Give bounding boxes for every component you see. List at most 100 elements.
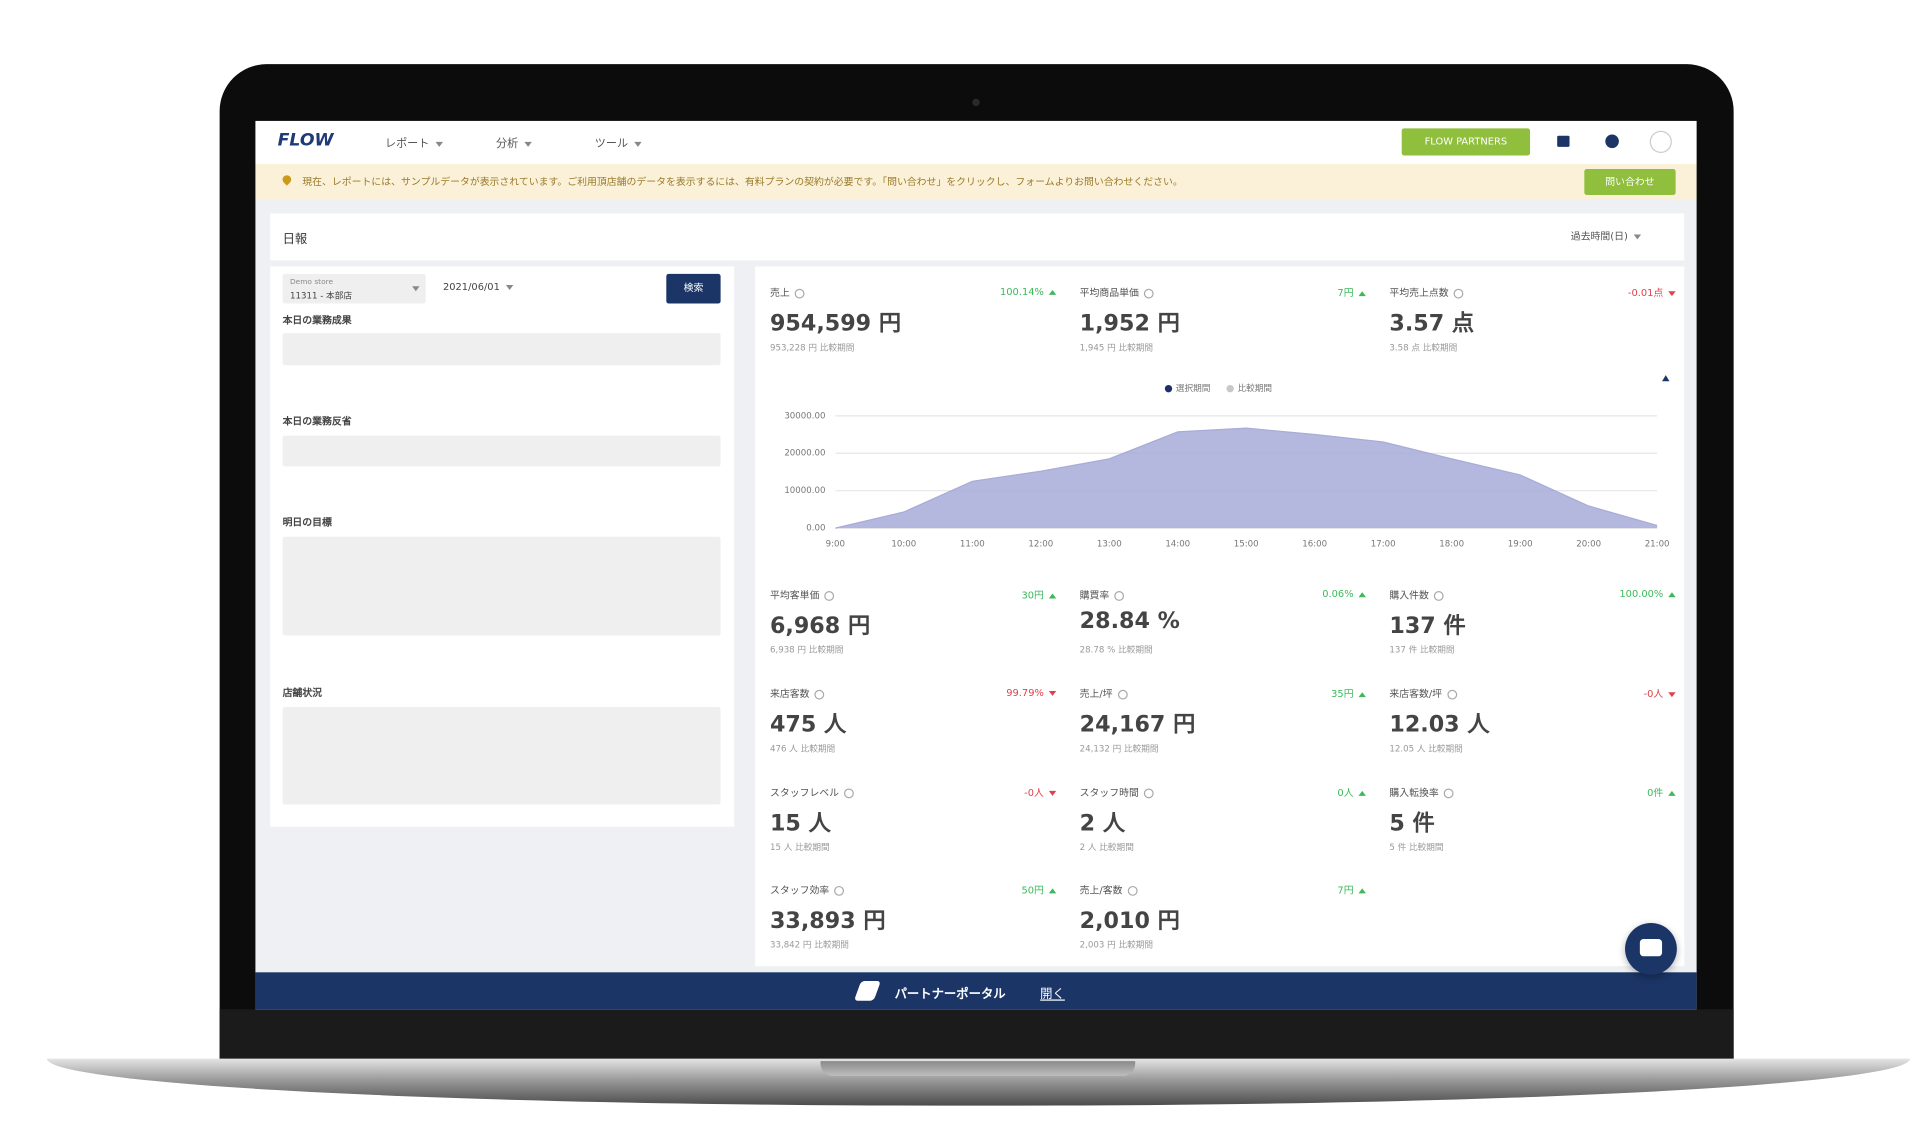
menu-item[interactable]: 分析: [496, 134, 532, 151]
page-title: 日報: [282, 233, 308, 247]
info-icon: [1143, 288, 1154, 298]
partners-button[interactable]: FLOW PARTNERS: [1401, 128, 1531, 156]
kpi-change: -0.01点: [1628, 286, 1676, 300]
x-tick-label: 20:00: [1576, 540, 1601, 550]
kpi-label: 平均売上点数: [1389, 287, 1449, 299]
kpi-value: 28.84 %: [1079, 608, 1180, 635]
menu-item[interactable]: ツール: [594, 134, 642, 151]
store-select[interactable]: Demo store 11311 - 本部店: [282, 273, 426, 304]
kpi-value: 6,968 円: [769, 613, 871, 640]
info-icon: [1453, 288, 1464, 298]
portal-logo: [853, 980, 881, 1001]
kpi-label-row: 売上: [770, 286, 805, 300]
kpi-compare: 2 人 比較期間: [1079, 842, 1134, 853]
screen: FLOW レポート 分析 ツール FLOW PARTNERS 現在、レポートには…: [255, 120, 1697, 1010]
kpi-compare: 3.58 点 比較期間: [1389, 343, 1458, 353]
chat-button[interactable]: [1625, 922, 1677, 975]
kpi-label-row: 購買率: [1079, 589, 1125, 603]
contact-button[interactable]: 問い合わせ: [1584, 169, 1676, 195]
x-tick-label: 11:00: [960, 540, 985, 550]
icon-user[interactable]: [1649, 130, 1672, 154]
kpi-compare: 12.05 人 比較期間: [1389, 744, 1463, 754]
notice-text: 現在、レポートには、サンプルデータが表示されています。ご利用頂店舗のデータを表示…: [302, 176, 1183, 188]
kpi-compare: 2,003 円 比較期間: [1079, 940, 1154, 951]
kpi-change: 0人: [1337, 786, 1365, 800]
title-bar: 日報 過去時間(日): [270, 213, 1685, 261]
x-tick-label: 19:00: [1508, 540, 1533, 550]
area: [835, 428, 1658, 529]
kpi-label: 購入転換率: [1389, 787, 1439, 799]
footer-link[interactable]: 開く: [1040, 988, 1065, 1002]
kpi-label-row: 売上/坪: [1080, 687, 1128, 701]
field-label: 明日の目標: [282, 517, 332, 529]
kpi-change: -0人: [1024, 786, 1056, 800]
info-icon: [1117, 689, 1128, 700]
info-icon: [843, 787, 854, 798]
menu-item[interactable]: レポート: [385, 134, 443, 151]
textarea[interactable]: [282, 536, 721, 636]
y-tick-label: 20000.00: [784, 449, 825, 459]
kpi-compare: 953,228 円 比較期間: [769, 343, 855, 353]
icon-help[interactable]: [1605, 134, 1619, 149]
x-tick-label: 17:00: [1371, 540, 1396, 550]
store-label: Demo store: [289, 277, 334, 287]
footer-text: パートナーポータル: [894, 988, 1006, 1002]
left-panel: Demo store 11311 - 本部店 2021/06/01 検索 本日の…: [270, 266, 735, 827]
kpi-label: 売上/客数: [1079, 884, 1123, 896]
x-tick-label: 15:00: [1234, 540, 1259, 550]
info-icon: [824, 590, 835, 601]
x-tick-label: 12:00: [1028, 540, 1053, 550]
kpi-card: 購入件数 100.00% 137 件 137 件 比較期間: [1389, 589, 1675, 675]
kpi-label: 平均商品単価: [1079, 287, 1139, 299]
date-select[interactable]: 2021/06/01: [443, 281, 514, 292]
menu-text: ツール: [594, 138, 629, 151]
info-icon: [1127, 885, 1138, 896]
sales-chart: 0.00 10000.00 20000.00 30000.00 9:00 10:00 11:…: [784, 375, 1670, 550]
kpi-label-row: 平均客単価: [770, 589, 835, 603]
legend-marker: [1164, 384, 1173, 393]
icon-grid[interactable]: [1557, 135, 1570, 147]
kpi-label-row: スタッフ効率: [770, 883, 844, 897]
period-select[interactable]: 過去時間(日): [1571, 230, 1642, 244]
kpi-change: 50円: [1021, 883, 1056, 897]
text-input[interactable]: [282, 333, 721, 366]
legend-label: 選択期間: [1176, 382, 1211, 394]
kpi-card: スタッフレベル -0人 15 人 15 人 比較期間: [770, 786, 1056, 872]
kpi-value: 5 件: [1389, 810, 1435, 837]
period-text: 過去時間(日): [1570, 230, 1628, 242]
kpi-value: 2,010 円: [1079, 908, 1180, 935]
kpi-value: 3.57 点: [1389, 310, 1475, 337]
kpi-compare: 5 件 比較期間: [1389, 842, 1444, 853]
laptop-chin: [219, 1009, 1734, 1064]
kpi-compare: 6,938 円 比較期間: [769, 645, 844, 656]
text-input[interactable]: [282, 435, 721, 467]
field-label: 本日の業務反省: [282, 415, 352, 427]
search-button[interactable]: 検索: [666, 273, 721, 304]
kpi-label-row: 来店客数/坪: [1389, 687, 1457, 701]
kpi-card: スタッフ効率 50円 33,893 円 33,842 円 比較期間: [770, 883, 1056, 969]
x-tick-label: 18:00: [1439, 540, 1464, 550]
y-tick-label: 10000.00: [784, 486, 825, 496]
kpi-card: 平均客単価 30円 6,968 円 6,938 円 比較期間: [770, 589, 1056, 675]
kpi-value: 33,893 円: [769, 908, 886, 935]
kpi-label-row: 購入転換率: [1389, 786, 1454, 800]
kpi-value: 954,599 円: [769, 310, 902, 337]
kpi-value: 1,952 円: [1079, 310, 1180, 337]
kpi-change: 99.79%: [1006, 687, 1056, 698]
kpi-label-row: 平均売上点数: [1389, 286, 1464, 300]
store-name: 11311 - 本部店: [289, 291, 352, 302]
x-tick-label: 10:00: [891, 540, 916, 550]
kpi-card: 来店客数/坪 -0人 12.03 人 12.05 人 比較期間: [1389, 687, 1675, 773]
field-label: 本日の業務成果: [282, 314, 352, 326]
logo[interactable]: FLOW: [277, 130, 334, 151]
collapse-icon[interactable]: [1662, 375, 1670, 382]
textarea[interactable]: [282, 707, 721, 805]
kpi-value: 15 人: [769, 810, 831, 837]
kpi-label: 購買率: [1079, 589, 1110, 601]
kpi-change: 30円: [1021, 589, 1056, 603]
laptop-notch: [820, 1061, 1136, 1076]
camera: [972, 98, 980, 107]
area-line: [835, 427, 1658, 529]
